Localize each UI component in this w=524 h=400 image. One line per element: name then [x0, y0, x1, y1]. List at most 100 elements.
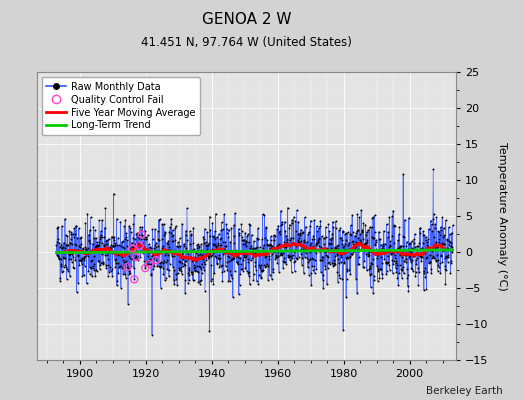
Point	[291, 218, 300, 224]
Point	[157, 263, 166, 269]
Point	[396, 244, 404, 251]
Point	[123, 264, 132, 270]
Point	[153, 263, 161, 269]
Point	[281, 227, 289, 234]
Point	[54, 236, 62, 242]
Point	[439, 234, 447, 240]
Point	[170, 237, 179, 244]
Point	[228, 294, 237, 300]
Point	[139, 250, 147, 256]
Point	[86, 264, 95, 271]
Point	[195, 280, 204, 287]
Point	[430, 233, 439, 240]
Point	[441, 255, 449, 262]
Point	[336, 225, 345, 231]
Point	[358, 226, 367, 233]
Point	[280, 244, 288, 250]
Point	[318, 257, 326, 264]
Point	[62, 232, 70, 238]
Point	[136, 242, 144, 249]
Point	[263, 261, 271, 268]
Point	[367, 224, 376, 230]
Point	[226, 238, 234, 245]
Point	[418, 247, 427, 254]
Point	[280, 218, 289, 225]
Point	[155, 237, 163, 243]
Point	[399, 270, 408, 276]
Point	[239, 252, 248, 258]
Point	[257, 267, 266, 274]
Point	[421, 237, 430, 244]
Point	[133, 239, 141, 245]
Point	[84, 250, 92, 256]
Point	[383, 221, 391, 227]
Point	[220, 268, 228, 274]
Point	[68, 250, 76, 257]
Point	[346, 254, 354, 260]
Point	[99, 248, 107, 254]
Point	[384, 253, 392, 259]
Point	[102, 240, 111, 247]
Point	[323, 260, 332, 266]
Point	[255, 272, 263, 279]
Point	[124, 265, 133, 272]
Point	[261, 253, 270, 260]
Point	[161, 230, 170, 236]
Point	[356, 237, 365, 243]
Point	[239, 237, 248, 243]
Point	[53, 252, 62, 259]
Point	[107, 244, 115, 251]
Point	[432, 214, 441, 220]
Point	[200, 258, 208, 265]
Point	[187, 268, 195, 275]
Point	[374, 266, 382, 273]
Point	[173, 282, 181, 288]
Point	[279, 264, 287, 271]
Point	[333, 256, 342, 263]
Point	[178, 263, 187, 269]
Point	[202, 257, 211, 264]
Point	[252, 248, 260, 254]
Point	[425, 252, 434, 258]
Point	[122, 274, 130, 281]
Point	[184, 280, 192, 286]
Point	[422, 254, 430, 261]
Point	[344, 248, 353, 254]
Point	[86, 271, 94, 278]
Point	[331, 252, 340, 259]
Point	[266, 245, 274, 251]
Point	[308, 243, 316, 249]
Point	[274, 222, 282, 229]
Point	[100, 234, 108, 240]
Point	[415, 269, 423, 275]
Point	[288, 255, 297, 261]
Point	[191, 250, 200, 256]
Point	[146, 256, 155, 262]
Point	[129, 235, 137, 242]
Point	[70, 234, 78, 240]
Point	[217, 242, 225, 249]
Point	[392, 260, 400, 266]
Point	[169, 232, 178, 238]
Point	[413, 243, 422, 249]
Point	[118, 238, 127, 244]
Point	[322, 234, 330, 240]
Point	[180, 243, 188, 249]
Point	[104, 256, 113, 262]
Point	[81, 220, 90, 226]
Point	[427, 266, 435, 273]
Point	[393, 246, 401, 252]
Point	[291, 255, 300, 261]
Point	[126, 225, 134, 231]
Point	[246, 250, 255, 256]
Point	[263, 241, 271, 248]
Point	[443, 237, 451, 243]
Point	[379, 241, 387, 247]
Point	[240, 237, 248, 243]
Point	[230, 233, 238, 239]
Point	[377, 248, 386, 255]
Point	[119, 257, 127, 263]
Point	[184, 251, 192, 258]
Point	[248, 255, 257, 261]
Point	[323, 253, 332, 259]
